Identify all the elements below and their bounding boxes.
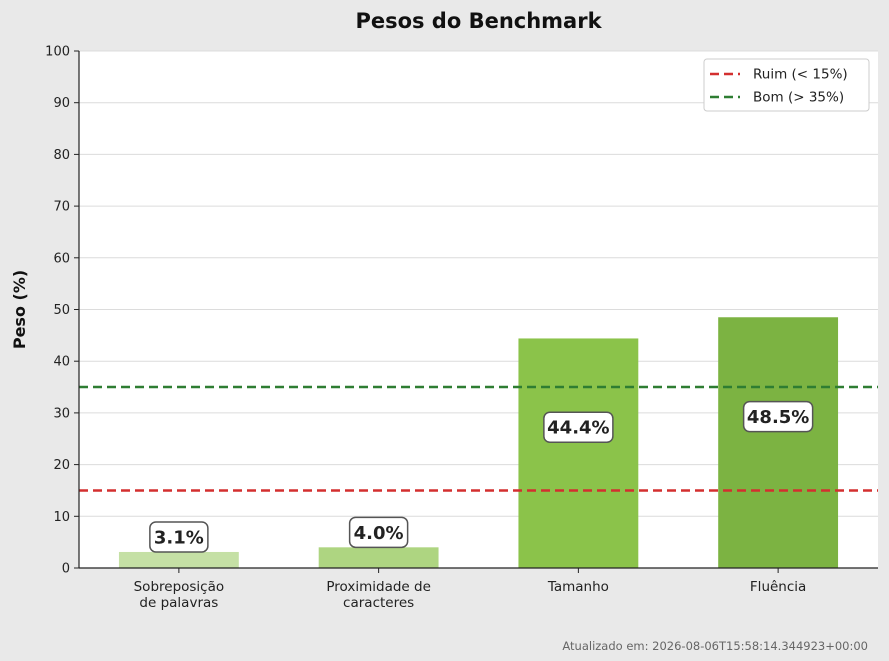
y-tick-label: 40 (53, 355, 70, 370)
y-tick-label: 0 (62, 562, 70, 577)
x-tick-label: Sobreposição de palavras (134, 579, 225, 611)
legend-entry: Bom (> 35%) (710, 90, 844, 106)
svg-text:44.4%: 44.4% (547, 418, 609, 439)
legend: Ruim (< 15%) Bom (> 35%) (703, 58, 870, 112)
svg-text:4.0%: 4.0% (354, 523, 404, 544)
bars (118, 317, 839, 568)
y-tick-label: 50 (53, 303, 70, 318)
bar (318, 547, 439, 568)
value-label: 4.0% (348, 516, 409, 549)
svg-text:3.1%: 3.1% (154, 527, 204, 548)
legend-entry: Ruim (< 15%) (710, 67, 848, 83)
y-axis-label: Peso (%) (10, 270, 29, 349)
y-tick-label: 20 (53, 458, 70, 473)
y-tick-label: 90 (53, 96, 70, 111)
value-labels: 3.1% 4.0% 44.4% 48.5% (149, 400, 814, 553)
x-tick-label: Proximidade de caracteres (326, 579, 431, 611)
y-ticks: 0 10 20 30 40 50 60 70 80 90 100 (45, 45, 79, 577)
bar (718, 317, 839, 568)
bar (118, 551, 239, 568)
y-tick-label: 100 (45, 45, 70, 60)
y-tick-label: 60 (53, 251, 70, 266)
updated-timestamp: Atualizado em: 2026-08-06T15:58:14.34492… (562, 639, 868, 653)
y-tick-label: 70 (53, 200, 70, 215)
x-tick-label: Fluência (750, 579, 806, 595)
svg-text:Ruim (< 15%): Ruim (< 15%) (753, 67, 848, 83)
value-label: 48.5% (742, 400, 814, 433)
bar (518, 338, 639, 568)
y-tick-label: 30 (53, 406, 70, 421)
value-label: 3.1% (149, 521, 209, 553)
chart-title: Pesos do Benchmark (355, 9, 602, 33)
reference-lines (79, 385, 878, 492)
x-tick-label: Tamanho (547, 579, 609, 595)
legend-box (703, 58, 870, 112)
y-tick-label: 10 (53, 510, 70, 525)
value-label: 44.4% (543, 411, 614, 443)
x-ticks: Sobreposição de palavras Proximidade de car… (134, 568, 806, 611)
svg-text:Bom (> 35%): Bom (> 35%) (753, 90, 844, 106)
y-tick-label: 80 (53, 148, 70, 163)
svg-text:48.5%: 48.5% (747, 407, 809, 428)
